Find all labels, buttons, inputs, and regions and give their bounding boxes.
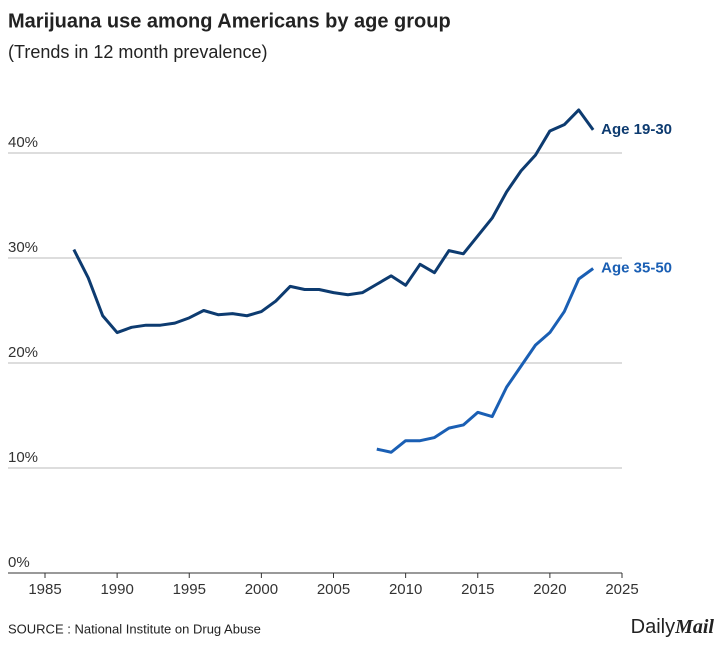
chart-subtitle: (Trends in 12 month prevalence) [8,42,267,62]
x-tick-label: 2015 [461,581,494,598]
y-tick-label: 10% [8,449,38,466]
x-tick-label: 2025 [605,581,638,598]
x-tick-label: 1990 [100,581,133,598]
y-tick-label: 40% [8,134,38,151]
x-tick-label: 2000 [245,581,278,598]
logo-mail: Mail [674,616,714,638]
y-tick-label: 30% [8,239,38,256]
chart-title: Marijuana use among Americans by age gro… [8,10,451,32]
y-tick-label: 0% [8,554,30,571]
source: SOURCE : National Institute on Drug Abus… [8,621,261,636]
series-label: Age 35-50 [601,259,672,276]
x-tick-label: 2005 [317,581,350,598]
logo: DailyMail [631,616,715,639]
series-label: Age 19-30 [601,121,672,138]
x-tick-label: 2010 [389,581,422,598]
y-tick-label: 20% [8,344,38,361]
x-tick-label: 2020 [533,581,566,598]
line [72,108,595,335]
logo-daily: Daily [631,616,675,638]
line [376,267,595,454]
x-tick-label: 1995 [173,581,206,598]
x-tick-label: 1985 [28,581,61,598]
